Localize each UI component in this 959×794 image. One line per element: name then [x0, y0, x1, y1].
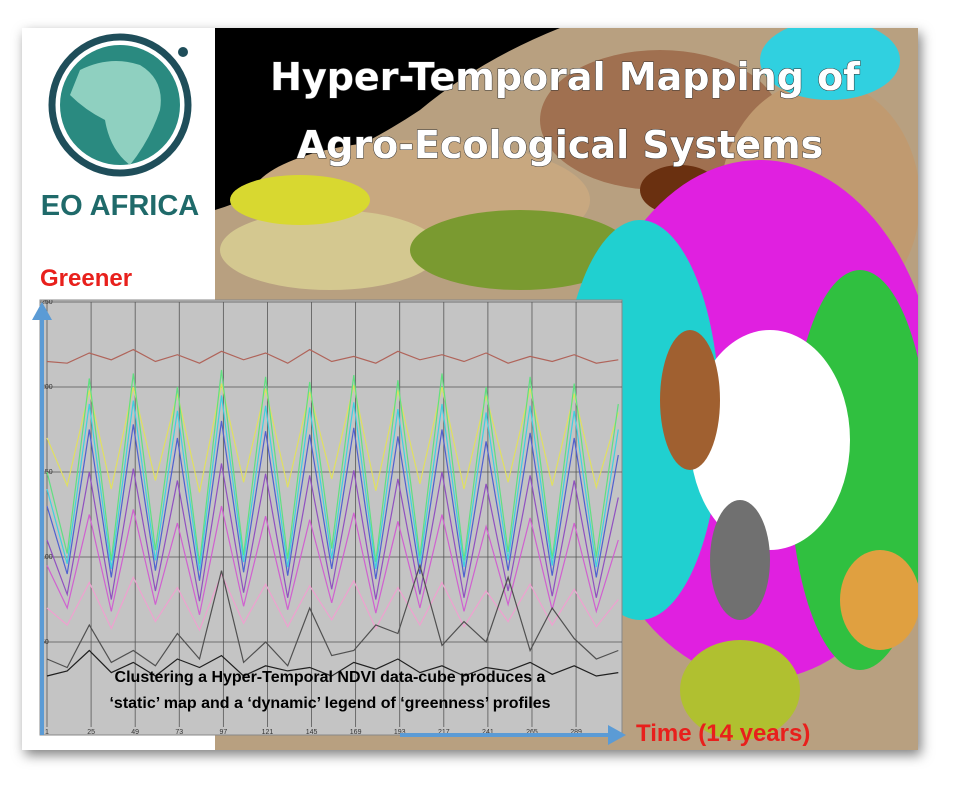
profile-line — [46, 395, 619, 571]
x-tick-label: 217 — [438, 729, 450, 736]
profile-line — [46, 369, 619, 564]
x-tick-label: 241 — [482, 729, 494, 736]
profile-line — [46, 563, 619, 669]
x-tick-label: 169 — [350, 729, 362, 736]
x-tick-label: 49 — [131, 729, 139, 736]
x-tick-label: 25 — [87, 729, 95, 736]
y-tick-label: 50 — [41, 639, 49, 646]
x-tick-label: 193 — [394, 729, 406, 736]
y-axis-label: Greener — [40, 265, 132, 292]
chart-panel — [39, 299, 623, 736]
x-tick-label: 121 — [262, 729, 274, 736]
axis-arrows — [32, 302, 626, 745]
x-tick-label: 1 — [45, 729, 49, 736]
x-axis-label: Time (14 years) — [636, 720, 810, 747]
logo — [48, 33, 192, 177]
logo-text: EO AFRICA — [41, 190, 199, 222]
title-line: Agro-Ecological Systems — [297, 123, 824, 167]
x-tick-label: 145 — [306, 729, 318, 736]
annotation: ‘static’ map and a ‘dynamic’ legend of ‘… — [109, 695, 550, 712]
plot: 5010015020025012549739712114516919321724… — [40, 300, 622, 736]
profile-line — [46, 649, 619, 677]
profile-line — [46, 420, 619, 581]
profile-line — [46, 348, 619, 364]
annotation: Clustering a Hyper-Temporal NDVI data-cu… — [115, 669, 546, 686]
x-tick-label: 265 — [526, 729, 538, 736]
profile-line — [46, 463, 619, 602]
x-tick-label: 97 — [219, 729, 227, 736]
profile-line — [46, 505, 619, 615]
profile-line — [46, 383, 619, 493]
title-line: Hyper-Temporal Mapping of — [270, 55, 860, 99]
x-tick-label: 289 — [570, 729, 582, 736]
x-tick-label: 73 — [175, 729, 183, 736]
profile-line — [46, 572, 619, 632]
